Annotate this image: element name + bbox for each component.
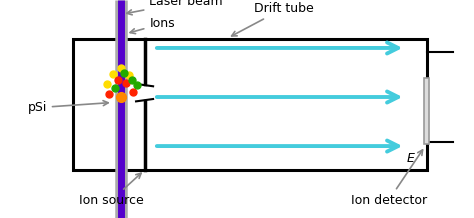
Text: Ion detector: Ion detector — [351, 150, 427, 207]
Text: pSi: pSi — [27, 101, 108, 114]
Text: Ions: Ions — [130, 17, 175, 34]
Bar — [424, 78, 429, 144]
Text: Ion source: Ion source — [79, 173, 144, 207]
Text: Drift tube: Drift tube — [232, 2, 313, 36]
Bar — [73, 39, 427, 170]
Text: Laser beam: Laser beam — [127, 0, 223, 15]
Text: E: E — [406, 152, 414, 165]
